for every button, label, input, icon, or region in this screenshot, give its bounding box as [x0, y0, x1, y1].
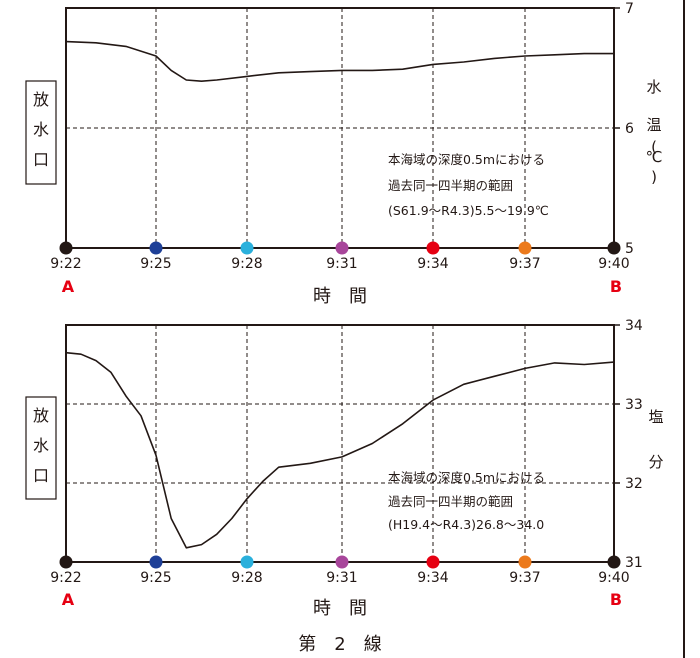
- panel2-x-tick-label: 9:37: [509, 570, 540, 586]
- panel1-time-point-marker: [518, 241, 532, 255]
- panel2-time-point-marker: [426, 555, 440, 569]
- panel2-annotation: (H19.4〜R4.3)26.8〜34.0: [388, 517, 544, 532]
- panel1-y-tick-label: 5: [625, 241, 634, 257]
- panel1-point-label-a: A: [62, 277, 75, 296]
- panel2-time-point-marker: [59, 555, 73, 569]
- panel1-y-tick-label: 6: [625, 121, 634, 137]
- panel2-y-tick-label: 33: [625, 397, 643, 413]
- panel2-x-tick-label: 9:25: [140, 570, 171, 586]
- panel2-time-point-marker: [240, 555, 254, 569]
- panel1-time-point-marker: [59, 241, 73, 255]
- panel2-y-tick-label: 31: [625, 555, 643, 571]
- panel1-x-tick-label: 9:28: [231, 256, 262, 272]
- panel2-series-line: [65, 351, 615, 549]
- panel1-x-tick-label: 9:37: [509, 256, 540, 272]
- panel1-time-point-marker: [149, 241, 163, 255]
- panel2-time-point-marker: [335, 555, 349, 569]
- panel2-annotation: 本海域の深度0.5mにおける: [388, 470, 545, 485]
- panel1-outfall-label: 放: [33, 90, 49, 109]
- panel2-outfall-label-box: [25, 396, 57, 500]
- panel2-outfall-label: 放: [33, 406, 49, 425]
- panel1-x-tick-label: 9:40: [598, 256, 629, 272]
- panel2-annotation: 過去同一四半期の範囲: [388, 494, 513, 509]
- panel1-annotation: (S61.9〜R4.3)5.5〜19.9℃: [388, 203, 549, 218]
- panel1-outfall-label: 水: [33, 120, 49, 139]
- panel2-time-point-marker: [607, 555, 621, 569]
- page-edge-line: [683, 0, 685, 658]
- panel2-x-tick-label: 9:40: [598, 570, 629, 586]
- panel1-x-axis-label: 時 間: [313, 286, 367, 307]
- panel2-point-label-a: A: [62, 590, 75, 609]
- panel2-x-tick-label: 9:22: [50, 570, 81, 586]
- panel2-x-tick-label: 9:34: [417, 570, 449, 586]
- panel1-time-point-marker: [426, 241, 440, 255]
- panel2-y-axis-label: 分: [648, 453, 663, 471]
- panel1-y-axis-label: 温: [646, 116, 661, 134]
- panel1-time-point-marker: [335, 241, 349, 255]
- figure-caption: 第 2 線: [298, 634, 381, 655]
- panel1-y-axis-label: ): [651, 168, 657, 186]
- panel2-x-tick-label: 9:31: [326, 570, 357, 586]
- panel1-series-line: [65, 40, 614, 82]
- panel1-time-point-marker: [607, 241, 621, 255]
- panel1-annotation: 本海域の深度0.5mにおける: [388, 152, 545, 167]
- panel1-outfall-label: 口: [33, 150, 49, 169]
- panel1-y-tick-label: 7: [625, 1, 634, 17]
- panel2-y-tick-label: 32: [625, 476, 643, 492]
- panel2-y-tick-label: 34: [625, 318, 643, 334]
- panel2-outfall-label: 口: [33, 466, 49, 485]
- panel2-outfall-label: 水: [33, 436, 49, 455]
- panel2-y-axis-label: 塩: [648, 408, 663, 426]
- panel1-y-axis-label: ℃: [646, 148, 663, 166]
- panel1-x-tick-label: 9:34: [417, 256, 449, 272]
- panel1-time-point-marker: [240, 241, 254, 255]
- panel1-x-tick-label: 9:25: [140, 256, 171, 272]
- panel1-y-axis-label: (: [651, 138, 657, 156]
- panel1-x-tick-label: 9:31: [326, 256, 357, 272]
- panel1-annotation: 過去同一四半期の範囲: [388, 178, 513, 193]
- panel2-time-point-marker: [518, 555, 532, 569]
- panel2-x-tick-label: 9:28: [231, 570, 262, 586]
- panel1-y-axis-label: 水: [646, 78, 661, 96]
- panel1-outfall-label-box: [25, 80, 57, 185]
- panel2-point-label-b: B: [610, 590, 622, 609]
- panel2-time-point-marker: [149, 555, 163, 569]
- panel2-x-axis-label: 時 間: [313, 598, 367, 619]
- panel1-point-label-b: B: [610, 277, 622, 296]
- panel1-x-tick-label: 9:22: [50, 256, 81, 272]
